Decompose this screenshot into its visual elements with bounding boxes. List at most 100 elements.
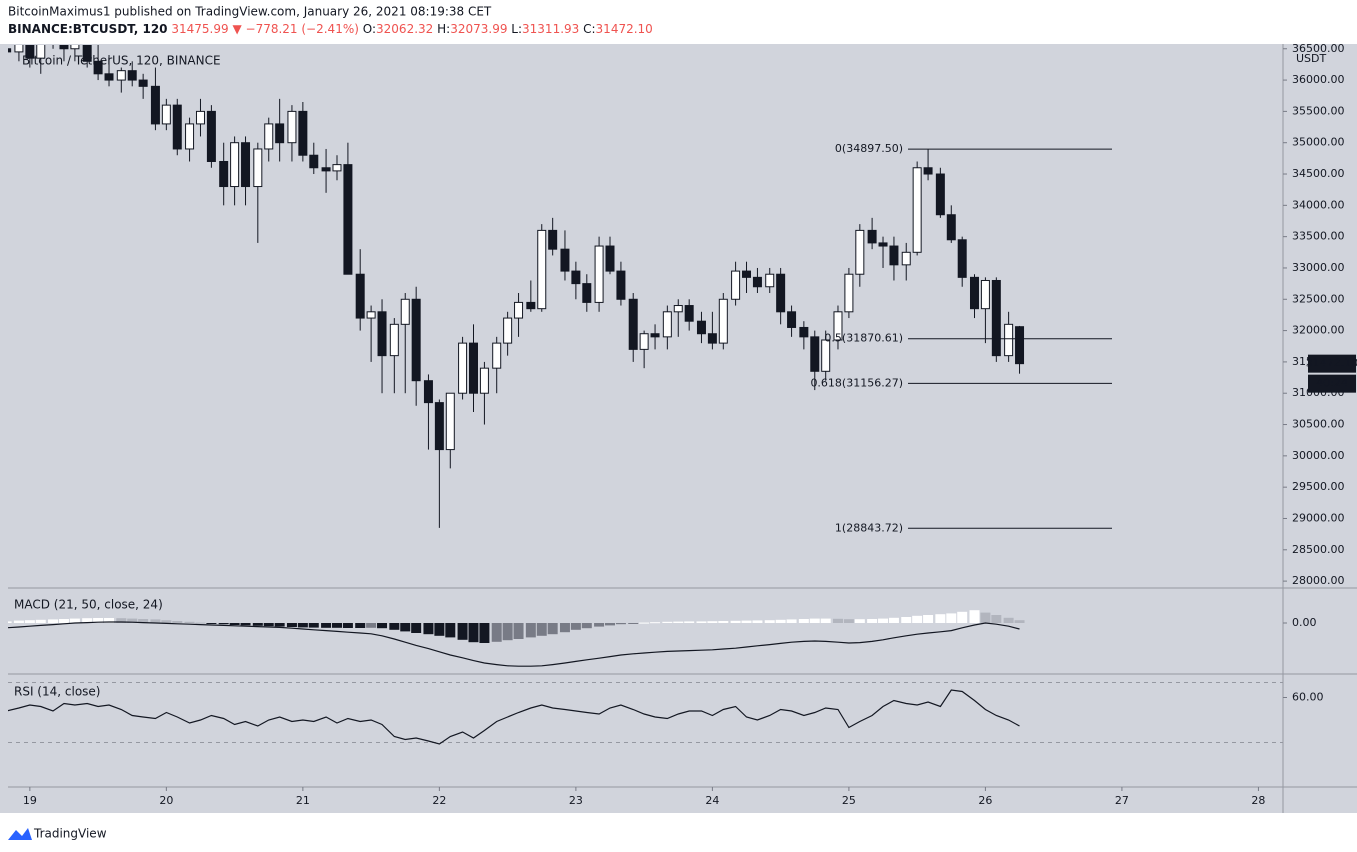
- candle-body: [264, 123, 274, 150]
- candle-body: [901, 251, 911, 266]
- candle-body: [991, 279, 1001, 357]
- macd-histogram: [274, 623, 285, 627]
- candle-body: [582, 283, 592, 303]
- candle-body: [127, 70, 137, 81]
- candle-body: [195, 110, 205, 125]
- panel-title: RSI (14, close): [14, 685, 100, 699]
- candle-body: [844, 273, 854, 313]
- fib-label: 0(34897.50): [835, 142, 903, 155]
- candle-body: [82, 45, 92, 62]
- macd-histogram: [980, 612, 991, 623]
- candle-body: [185, 123, 195, 150]
- macd-histogram: [888, 617, 899, 623]
- candle-body: [946, 214, 956, 241]
- candle-body: [445, 392, 455, 451]
- symbol: BINANCE:BTCUSDT, 120: [8, 22, 168, 36]
- ohlc-value: 31472.10: [596, 22, 653, 36]
- candle-body: [59, 45, 69, 50]
- macd-histogram: [252, 623, 263, 626]
- macd-histogram: [946, 613, 957, 623]
- candle-body: [411, 298, 421, 382]
- y-tick-label: 34500.00: [1292, 167, 1345, 180]
- macd-histogram: [741, 620, 752, 623]
- macd-histogram: [93, 618, 104, 623]
- y-tick-label: 30500.00: [1292, 418, 1345, 431]
- candle-body: [696, 320, 706, 335]
- macd-line: [8, 621, 1020, 667]
- macd-histogram: [195, 622, 206, 624]
- macd-histogram: [377, 623, 388, 629]
- macd-histogram: [445, 623, 456, 638]
- macd-histogram: [605, 623, 616, 626]
- macd-histogram: [1014, 620, 1025, 623]
- candle-body: [14, 45, 24, 53]
- macd-histogram: [969, 610, 980, 623]
- candle-body: [150, 85, 160, 125]
- candle-body: [855, 229, 865, 275]
- candle-body: [458, 342, 468, 394]
- macd-histogram: [127, 618, 138, 623]
- macd-histogram: [912, 615, 923, 623]
- macd-histogram: [161, 620, 172, 623]
- candle-body: [70, 45, 80, 50]
- candle-body: [287, 110, 297, 144]
- ohlc-value: 32062.32: [376, 22, 433, 36]
- rsi-line: [8, 689, 1020, 745]
- x-tick-label: 28: [1251, 794, 1265, 807]
- candle-body: [514, 301, 524, 319]
- macd-histogram: [434, 623, 445, 636]
- macd-histogram: [308, 623, 319, 628]
- candle-body: [230, 142, 240, 188]
- y-tick-label: 60.00: [1292, 691, 1324, 704]
- macd-histogram: [331, 623, 342, 628]
- candle-body: [752, 276, 762, 288]
- candle-body: [366, 311, 376, 319]
- macd-histogram: [662, 621, 673, 623]
- macd-histogram: [843, 619, 854, 623]
- macd-histogram: [867, 619, 878, 623]
- macd-histogram: [389, 623, 400, 630]
- macd-histogram: [628, 623, 639, 624]
- candle-body: [116, 70, 126, 81]
- macd-histogram: [559, 623, 570, 633]
- candle-body: [776, 273, 786, 313]
- macd-histogram: [58, 619, 69, 623]
- macd-histogram: [150, 619, 161, 623]
- candle-body: [8, 48, 12, 53]
- chart-bg: [0, 44, 1357, 813]
- x-tick-label: 21: [296, 794, 310, 807]
- candle-body: [889, 245, 899, 266]
- candle-body: [969, 276, 979, 310]
- x-tick-label: 27: [1115, 794, 1129, 807]
- y-tick-label: 35500.00: [1292, 104, 1345, 117]
- candle-body: [468, 342, 478, 394]
- candle-body: [673, 305, 683, 313]
- macd-histogram: [820, 618, 831, 623]
- macd-histogram: [35, 619, 46, 623]
- candle-body: [935, 173, 945, 216]
- y-tick-label: 30000.00: [1292, 449, 1345, 462]
- candle-body: [377, 311, 387, 357]
- macd-histogram: [400, 623, 411, 632]
- macd-histogram: [581, 623, 592, 629]
- candles: Bitcoin / TetherUS, 120, BINANCE 0(34897.…: [8, 45, 1112, 534]
- candle-body: [923, 167, 933, 175]
- macd-histogram: [615, 623, 626, 625]
- macd-histogram: [48, 619, 59, 623]
- candle-body: [1015, 326, 1025, 365]
- macd-histogram: [673, 621, 684, 623]
- candle-body: [980, 279, 990, 310]
- candle-body: [662, 311, 672, 338]
- candle-body: [571, 270, 581, 285]
- countdown-label: 40:24: [1316, 377, 1348, 390]
- macd-histogram: [775, 619, 786, 623]
- macd-histogram: [901, 617, 912, 623]
- ohlc-value: 32073.99: [450, 22, 507, 36]
- brand: TradingView: [33, 827, 107, 841]
- macd-histogram: [1003, 617, 1014, 623]
- macd-histogram: [536, 623, 547, 636]
- macd-histogram: [798, 619, 809, 623]
- candle-body: [628, 298, 638, 350]
- candle-body: [423, 380, 433, 404]
- macd-histogram: [718, 621, 729, 623]
